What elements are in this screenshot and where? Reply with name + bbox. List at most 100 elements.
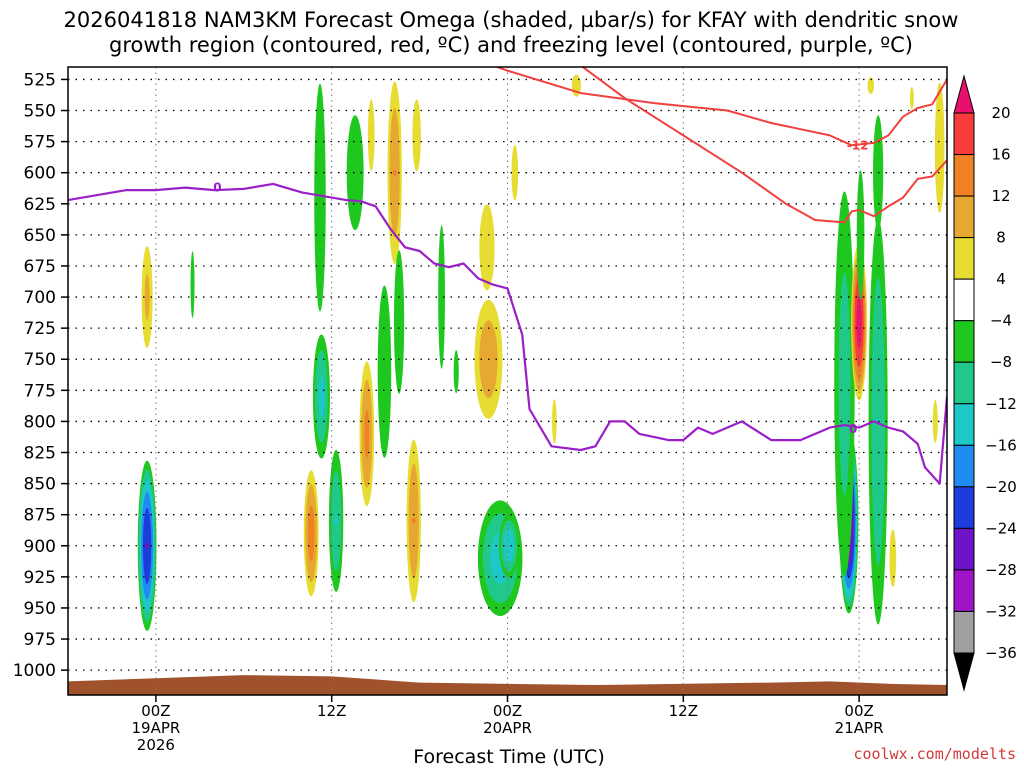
colorbar-segment <box>953 154 975 197</box>
omega-band <box>307 505 315 562</box>
pressure-tick-label: 650 <box>24 226 56 246</box>
omega-cell <box>511 144 519 201</box>
pressure-tick-label: 800 <box>24 412 56 432</box>
omega-cell <box>190 251 195 318</box>
colorbar-tick-label: −32 <box>985 602 1017 620</box>
omega-shading <box>137 74 945 631</box>
dgz-contour-label: -12 <box>847 138 869 152</box>
omega-cell <box>141 246 153 349</box>
credit-text[interactable]: coolwx.com/modelts <box>853 745 1016 763</box>
time-tick-label: 21APR <box>835 719 884 737</box>
omega-band <box>552 399 557 444</box>
time-tick-label: 2026 <box>137 736 175 754</box>
colorbar-segment <box>953 320 975 363</box>
freezing-level-contour <box>68 182 947 485</box>
x-axis-label: Forecast Time (UTC) <box>413 746 604 768</box>
pressure-axis: 525 550 575 600 625 650 675 700 725 750 775 800 825 8… <box>13 70 68 681</box>
omega-band <box>190 251 195 318</box>
omega-cell <box>328 449 344 592</box>
colorbar-tick-label: −20 <box>985 478 1017 496</box>
colorbar-segment <box>953 610 975 654</box>
omega-cell <box>387 81 402 265</box>
colorbar-tick-label: −8 <box>990 353 1012 371</box>
pressure-tick-label: 1000 <box>13 661 56 681</box>
pressure-tick-label: 525 <box>24 70 56 90</box>
omega-cell <box>406 439 421 603</box>
ground-area <box>68 675 947 695</box>
colorbar-tick-label: −24 <box>985 519 1017 537</box>
time-tick-label: 20APR <box>483 719 532 737</box>
omega-band <box>367 99 375 172</box>
omega-band <box>394 250 405 394</box>
omega-band <box>856 170 865 300</box>
colorbar-segment <box>953 527 975 571</box>
colorbar-tick-label: −16 <box>985 436 1017 454</box>
time-tick-label: 00Z <box>844 702 873 720</box>
omega-band <box>453 350 459 394</box>
colorbar-bottom-triangle <box>953 652 975 692</box>
pressure-tick-label: 575 <box>24 133 56 153</box>
omega-cell <box>934 82 945 213</box>
freezing-level-label: 0 <box>849 422 857 436</box>
pressure-tick-label: 550 <box>24 102 56 122</box>
omega-band <box>392 169 397 176</box>
omega-band <box>909 86 914 110</box>
colorbar-segment <box>953 278 975 322</box>
omega-cell <box>438 225 445 369</box>
chart-title-line1: 2026041818 NAM3KM Forecast Omega (shaded… <box>64 8 959 32</box>
omega-band <box>334 517 339 524</box>
pressure-tick-label: 700 <box>24 288 56 308</box>
grid <box>68 67 947 695</box>
colorbar-tick-label: 20 <box>991 104 1010 122</box>
colorbar-tick-label: 4 <box>996 270 1006 288</box>
colorbar-tick-label: 12 <box>991 187 1010 205</box>
omega-band <box>934 82 945 213</box>
colorbar-tick-label: −36 <box>985 644 1017 662</box>
omega-cell <box>412 99 421 172</box>
omega-band <box>838 272 851 496</box>
omega-band <box>889 529 897 587</box>
colorbar-tick-label: −12 <box>985 395 1017 413</box>
omega-band <box>411 517 416 524</box>
omega-band <box>438 225 445 369</box>
omega-band <box>503 529 515 563</box>
omega-cell <box>359 361 375 507</box>
omega-cell <box>552 399 557 444</box>
colorbar-segment <box>953 195 975 239</box>
omega-band <box>412 99 421 172</box>
omega-cell <box>856 170 865 300</box>
colorbar: 20 16 12 8 4 −4 −8 −12 −16 −20 −24 −28 −32 −36 <box>953 74 1017 692</box>
pressure-tick-label: 925 <box>24 568 56 588</box>
time-tick-label: 00Z <box>493 702 522 720</box>
pressure-tick-label: 625 <box>24 195 56 215</box>
pressure-tick-label: 725 <box>24 319 56 339</box>
omega-cell <box>889 529 897 587</box>
pressure-tick-label: 950 <box>24 599 56 619</box>
colorbar-segment <box>953 486 975 529</box>
omega-band <box>318 375 325 418</box>
colorbar-top-triangle <box>953 74 975 114</box>
colorbar-segment <box>953 444 975 488</box>
terrain-ground <box>68 675 947 695</box>
dgz-contour <box>581 67 947 224</box>
colorbar-segment <box>953 361 975 405</box>
omega-cell <box>312 334 330 459</box>
omega-cell <box>377 285 392 458</box>
colorbar-segment <box>953 112 975 156</box>
omega-band <box>314 83 326 312</box>
colorbar-tick-label: −4 <box>990 312 1012 330</box>
omega-band <box>511 144 519 201</box>
omega-cell <box>303 470 319 597</box>
omega-cell <box>498 513 520 578</box>
time-tick-label: 19APR <box>131 719 180 737</box>
omega-cell <box>932 399 938 443</box>
pressure-tick-label: 975 <box>24 630 56 650</box>
colorbar-segment <box>953 569 975 612</box>
omega-band <box>856 295 862 349</box>
omega-band <box>144 274 150 320</box>
freezing-level-label: 0 <box>213 181 221 195</box>
omega-band <box>145 542 150 549</box>
pressure-tick-label: 825 <box>24 444 56 464</box>
